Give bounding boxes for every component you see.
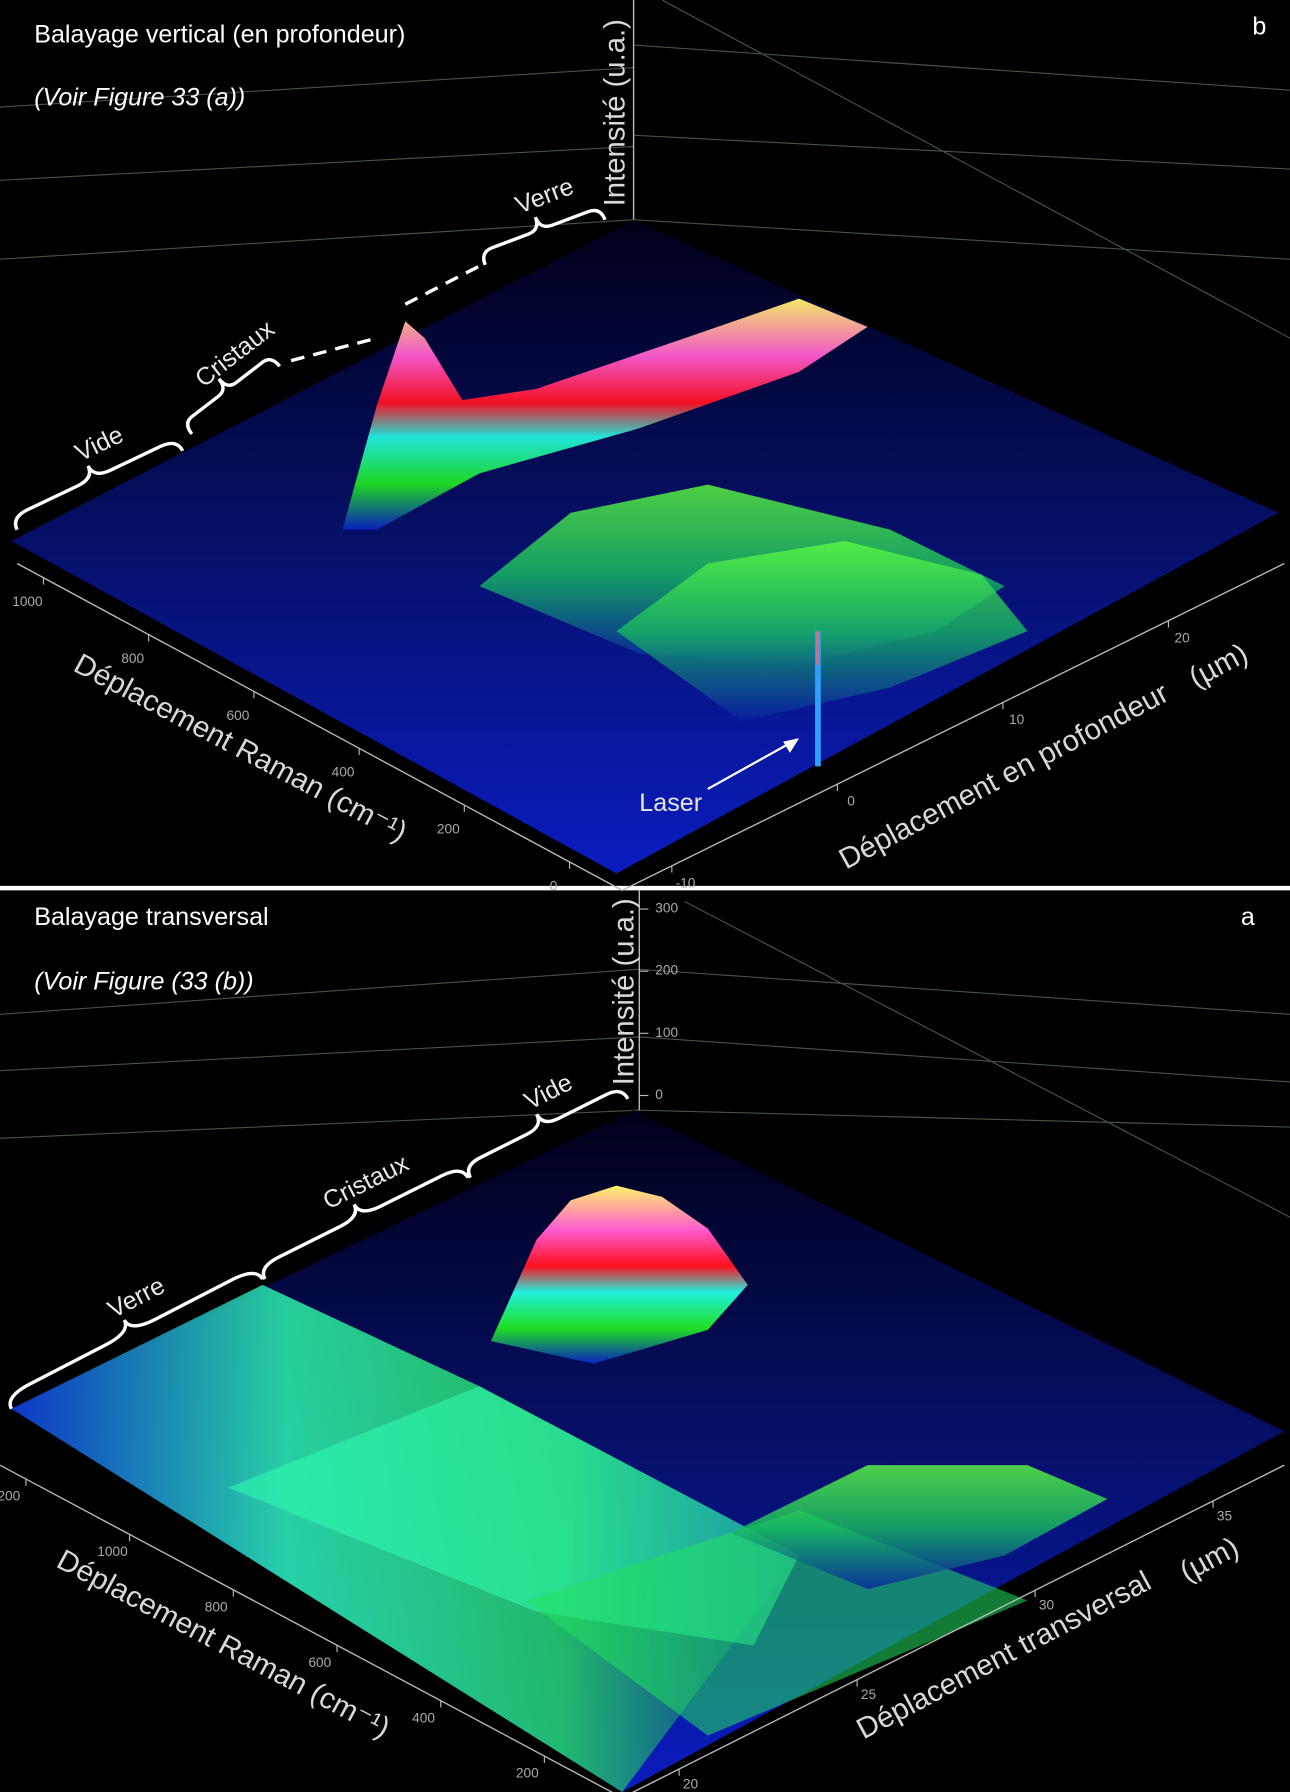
x-tick-label: 200 [437,822,460,837]
region-brace [8,1271,265,1410]
y-tick-label: 30 [1039,1598,1055,1613]
y-tick-label: -10 [676,876,696,891]
y-tick-label: 20 [1175,630,1191,645]
region-brace [482,208,607,266]
x-tick-label: 800 [121,651,144,666]
surface-a [11,890,1285,1792]
z-tick-label: 100 [655,1025,678,1040]
x-axis [0,1464,614,1792]
annotation: Laser [639,789,702,817]
surface-b [11,219,1279,874]
panel-subtitle: (Voir Figure 33 (a)) [34,84,245,112]
z-tick-label: 200 [655,963,678,978]
x-tick-label: 1000 [12,594,43,609]
x-tick-label: 600 [308,1655,331,1670]
x-tick-label: 800 [205,1600,228,1615]
z-tick-label: 0 [655,1087,663,1102]
x-tick-label: 400 [332,765,355,780]
z-axis-label: Intensité (u.a.) [598,19,631,206]
x-tick-label: 400 [412,1710,435,1725]
region-brace [466,1089,630,1179]
region-brace [13,441,185,531]
x-tick-label: 1000 [97,1544,128,1559]
x-tick-label: 200 [0,1489,21,1504]
x-axis [16,562,623,891]
walls [0,0,1290,1218]
y-tick-label: 0 [847,794,855,809]
panel-letter: b [1252,13,1266,41]
x-tick-label: 0 [550,878,558,893]
x-tick-label: 200 [516,1766,539,1781]
y-tick-label: 10 [1009,712,1025,727]
z-tick-label: 300 [655,901,678,916]
z-axis-label: Intensité (u.a.) [607,898,640,1085]
panel-letter: a [1241,903,1255,931]
panel-title: Balayage vertical (en profondeur) [34,21,405,49]
y-tick-label: 25 [861,1687,876,1702]
region-brace [261,1169,470,1280]
region-brace [185,358,282,435]
y-tick-label: 35 [1217,1508,1232,1523]
y-axis [621,562,1285,891]
y-tick-label: 20 [683,1776,699,1791]
y-axis [631,1464,1285,1792]
panel-subtitle: (Voir Figure (33 (b)) [34,967,253,995]
panel-title: Balayage transversal [34,903,268,931]
x-tick-label: 600 [226,708,249,723]
